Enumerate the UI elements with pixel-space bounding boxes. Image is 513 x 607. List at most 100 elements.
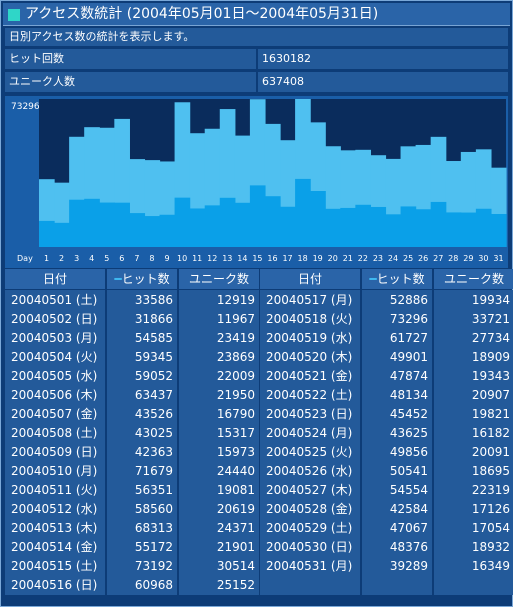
date-cell: 20040520 (木) xyxy=(260,347,360,367)
unique-cell: 15973 xyxy=(179,442,259,462)
date-cell: 20040524 (月) xyxy=(260,423,360,443)
unique-bar xyxy=(189,208,206,247)
unique-bar xyxy=(99,202,115,247)
x-tick-label: 16 xyxy=(267,254,277,263)
table-row: 20040511 (火) 56351 19081 20040527 (木) 54554 2… xyxy=(5,480,513,500)
unique-cell: 15317 xyxy=(179,423,259,443)
hits-cell: 60968 xyxy=(107,575,177,595)
date-cell: 20040521 (金) xyxy=(260,366,360,386)
hits-cell: 49856 xyxy=(362,442,432,462)
unique-bar xyxy=(460,212,477,247)
unique-total-row: ユニーク人数 637408 xyxy=(5,72,508,92)
x-tick-label: 30 xyxy=(478,254,488,263)
unique-bar xyxy=(385,214,402,247)
unique-cell: 20907 xyxy=(434,385,513,405)
unique-cell: 27734 xyxy=(434,328,513,348)
hits-cell: 73192 xyxy=(107,556,177,576)
unique-bar xyxy=(340,207,356,247)
hits-cell xyxy=(362,575,432,595)
unique-cell: 17054 xyxy=(434,518,513,538)
title-bar: アクセス数統計 (2004年05月01日～2004年05月31日) xyxy=(3,3,510,26)
date-cell: 20040526 (水) xyxy=(260,461,360,481)
x-tick-label: 8 xyxy=(149,254,154,263)
unique-cell: 24371 xyxy=(179,518,259,538)
table-row: 20040503 (月) 54585 23419 20040519 (水) 61727 2… xyxy=(5,328,513,348)
unique-bar xyxy=(415,209,432,247)
unique-header-left: ユニーク数 xyxy=(179,269,259,289)
date-cell: 20040514 (金) xyxy=(5,537,105,557)
table-row: 20040512 (水) 58560 20619 20040528 (金) 42584 1… xyxy=(5,499,513,519)
unique-bar xyxy=(39,220,55,247)
x-tick-label: 14 xyxy=(237,254,247,263)
unique-bar xyxy=(445,212,462,247)
hits-cell: 50541 xyxy=(362,461,432,481)
hits-cell: 33586 xyxy=(107,290,177,310)
unique-cell: 23419 xyxy=(179,328,259,348)
date-cell: 20040513 (木) xyxy=(5,518,105,538)
date-cell: 20040507 (金) xyxy=(5,404,105,424)
date-cell: 20040523 (日) xyxy=(260,404,360,424)
unique-bar xyxy=(159,214,176,247)
x-tick-label: 27 xyxy=(433,254,443,263)
unique-bar xyxy=(249,185,266,247)
hits-header-label: ヒット数 xyxy=(376,272,425,286)
unique-cell: 19934 xyxy=(434,290,513,310)
hits-cell: 43025 xyxy=(107,423,177,443)
hits-header-label: ヒット数 xyxy=(121,272,170,286)
unique-bar xyxy=(490,213,507,247)
x-tick-label: 15 xyxy=(252,254,262,263)
x-tick-label: 19 xyxy=(313,254,323,263)
date-cell: 20040525 (火) xyxy=(260,442,360,462)
date-cell: 20040512 (水) xyxy=(5,499,105,519)
hits-cell: 59345 xyxy=(107,347,177,367)
unique-bar xyxy=(54,222,70,247)
x-tick-label: 18 xyxy=(298,254,308,263)
unique-bar xyxy=(370,206,387,247)
date-cell: 20040515 (土) xyxy=(5,556,105,576)
unique-bar xyxy=(280,206,296,247)
hits-cell: 55172 xyxy=(107,537,177,557)
unique-cell: 19081 xyxy=(179,480,259,500)
table-row: 20040507 (金) 43526 16790 20040523 (日) 45452 1… xyxy=(5,404,513,424)
x-tick-label: 22 xyxy=(358,254,368,263)
table-row: 20040510 (月) 71679 24440 20040526 (水) 50541 1… xyxy=(5,461,513,481)
unique-cell: 21950 xyxy=(179,385,259,405)
x-tick-label: 23 xyxy=(373,254,383,263)
unique-cell: 19821 xyxy=(434,404,513,424)
daily-access-chart: 73296 Day 1 2 3 4 5 6 7 8 9 10 11 12 13 14 15 16 17 18 19 20 2… xyxy=(5,96,508,268)
unique-cell: 30514 xyxy=(179,556,259,576)
date-cell: 20040528 (金) xyxy=(260,499,360,519)
unique-bar xyxy=(114,202,130,247)
date-cell: 20040506 (木) xyxy=(5,385,105,405)
unique-cell: 21901 xyxy=(179,537,259,557)
unique-cell: 22009 xyxy=(179,366,259,386)
unique-bar xyxy=(430,201,447,247)
unique-bar xyxy=(264,196,281,247)
hits-cell: 61727 xyxy=(362,328,432,348)
x-tick-label: 20 xyxy=(328,254,338,263)
x-tick-label: 11 xyxy=(192,254,202,263)
hits-cell: 63437 xyxy=(107,385,177,405)
unique-bar xyxy=(174,197,191,247)
description: 日別アクセス数の統計を表示します。 xyxy=(5,28,508,46)
hits-cell: 59052 xyxy=(107,366,177,386)
x-tick-label: 7 xyxy=(134,254,139,263)
date-cell: 20040522 (土) xyxy=(260,385,360,405)
date-header-right: 日付 xyxy=(260,269,360,289)
table-row: 20040515 (土) 73192 30514 20040531 (月) 39289 1… xyxy=(5,556,513,576)
table-row: 20040509 (日) 42363 15973 20040525 (火) 49856 2… xyxy=(5,442,513,462)
x-tick-label: 12 xyxy=(207,254,217,263)
unique-bar xyxy=(325,208,341,247)
hits-cell: 43625 xyxy=(362,423,432,443)
x-tick-label: 24 xyxy=(388,254,398,263)
x-tick-label: 21 xyxy=(343,254,353,263)
unique-cell: 12919 xyxy=(179,290,259,310)
table-row: 20040504 (火) 59345 23869 20040520 (木) 49901 1… xyxy=(5,347,513,367)
x-axis-label: Day xyxy=(17,254,33,263)
hits-header-left: ━ヒット数 xyxy=(107,269,177,289)
unique-cell: 16349 xyxy=(434,556,513,576)
date-cell: 20040503 (月) xyxy=(5,328,105,348)
unique-cell: 18695 xyxy=(434,461,513,481)
unique-cell: 24440 xyxy=(179,461,259,481)
